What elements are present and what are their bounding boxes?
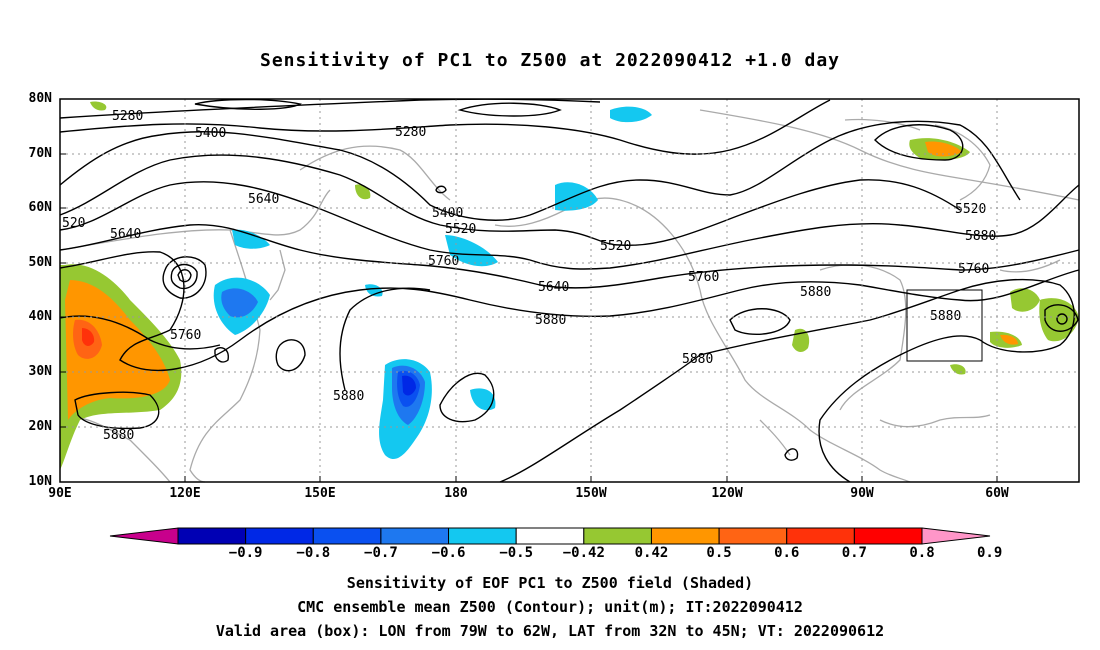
contour-label: 5280 <box>112 109 143 124</box>
contour-label: 520 <box>62 216 85 231</box>
colorbar-label: −0.8 <box>296 545 331 561</box>
x-tick-label: 90W <box>850 486 874 501</box>
y-tick-label: 20N <box>28 419 52 434</box>
y-tick-label: 60N <box>28 200 52 215</box>
contour-label: 5520 <box>955 202 986 217</box>
y-tick-label: 50N <box>28 255 52 270</box>
x-tick-label: 180 <box>444 486 468 501</box>
contour-label: 5280 <box>395 125 426 140</box>
y-tick-label: 80N <box>28 91 52 106</box>
colorbar-label: −0.9 <box>228 545 263 561</box>
x-tick-label: 60W <box>985 486 1009 501</box>
contour-label: 5640 <box>110 227 141 242</box>
plot-frame <box>59 98 1080 483</box>
caption-line-1: Sensitivity of EOF PC1 to Z500 field (Sh… <box>346 574 754 592</box>
x-tick-label: 90E <box>48 486 72 501</box>
caption-line-2: CMC ensemble mean Z500 (Contour); unit(m… <box>297 598 803 616</box>
x-tick-label: 150W <box>575 486 607 501</box>
colorbar-label: 0.7 <box>841 545 867 561</box>
contour-label: 5880 <box>930 309 961 324</box>
gridlines <box>60 99 1079 482</box>
contour-label: 5400 <box>432 206 463 221</box>
contour-labels: 5280 5280 5400 5400 5640 5520 5520 5520 … <box>62 109 996 443</box>
caption-line-3: Valid area (box): LON from 79W to 62W, L… <box>215 622 885 640</box>
contour-label: 5880 <box>965 229 996 244</box>
contour-label: 5520 <box>600 239 631 254</box>
contour-label: 5880 <box>535 313 566 328</box>
contour-label: 5880 <box>800 285 831 300</box>
valid-area-box <box>906 289 983 362</box>
y-tick-label: 70N <box>28 146 52 161</box>
shaded-negative <box>213 106 652 460</box>
colorbar-label: 0.6 <box>774 545 800 561</box>
colorbar-label: −0.6 <box>431 545 466 561</box>
y-tick-label: 30N <box>28 364 52 379</box>
chart-title: Sensitivity of PC1 to Z500 at 2022090412… <box>259 50 840 71</box>
x-tick-label: 120W <box>711 486 743 501</box>
contour-label: 5760 <box>958 262 989 277</box>
contour-label: 5760 <box>170 328 201 343</box>
colorbar-label: 0.42 <box>634 545 669 561</box>
contour-label: 5880 <box>682 352 713 367</box>
x-tick-label: 150E <box>304 486 336 501</box>
contour-label: 5520 <box>445 222 476 237</box>
contour-label: 5880 <box>103 428 134 443</box>
contour-label: 5760 <box>688 270 719 285</box>
contour-label: 5640 <box>538 280 569 295</box>
z500-contours <box>59 98 1080 483</box>
colorbar-label: −0.42 <box>562 545 605 561</box>
y-tick-label: 10N <box>28 474 52 489</box>
colorbar-label: 0.8 <box>909 545 935 561</box>
colorbar-label: −0.5 <box>499 545 534 561</box>
contour-label: 5400 <box>195 126 226 141</box>
contour-label: 5640 <box>248 192 279 207</box>
x-tick-label: 120E <box>169 486 201 501</box>
colorbar-label: −0.7 <box>364 545 398 561</box>
colorbar-label: 0.9 <box>976 545 1003 561</box>
contour-label: 5760 <box>428 254 459 269</box>
contour-label: 5880 <box>333 389 364 404</box>
y-tick-label: 40N <box>28 309 52 324</box>
colorbar-label: 0.5 <box>706 545 732 561</box>
